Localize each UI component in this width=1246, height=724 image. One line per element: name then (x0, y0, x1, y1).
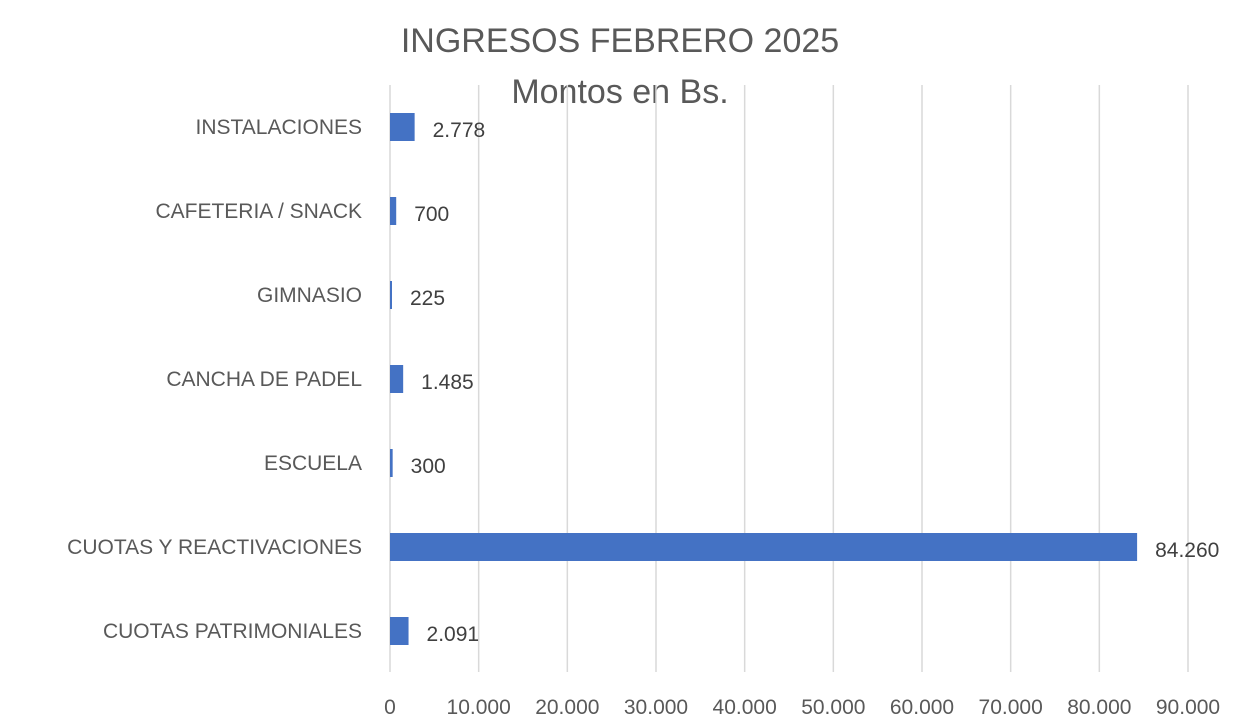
bar (390, 281, 392, 309)
bar (390, 113, 415, 141)
x-tick-label: 30.000 (624, 696, 688, 719)
data-label: 700 (414, 203, 449, 226)
data-label: 1.485 (421, 371, 474, 394)
category-label: CANCHA DE PADEL (166, 368, 362, 391)
data-labels: 2.778 700 225 1.485 300 84.260 2.091 (410, 119, 1219, 646)
bar (390, 365, 404, 393)
data-label: 2.091 (427, 623, 480, 646)
bar (390, 197, 397, 225)
x-tick-label: 0 (384, 696, 396, 719)
x-tick-label: 10.000 (447, 696, 511, 719)
category-label: INSTALACIONES (196, 116, 362, 139)
gridlines (389, 85, 1189, 672)
category-label: CUOTAS Y REACTIVACIONES (67, 536, 362, 559)
x-tick-label: 70.000 (979, 696, 1043, 719)
x-tick-label: 90.000 (1156, 696, 1220, 719)
category-label: ESCUELA (264, 452, 362, 475)
x-tick-label: 50.000 (801, 696, 865, 719)
category-labels: INSTALACIONES CAFETERIA / SNACK GIMNASIO CA… (67, 116, 362, 643)
x-tick-label: 20.000 (535, 696, 599, 719)
x-tick-label: 40.000 (713, 696, 777, 719)
chart-title: INGRESOS FEBRERO 2025 (400, 22, 840, 60)
category-label: CUOTAS PATRIMONIALES (103, 620, 362, 643)
x-tick-label: 60.000 (890, 696, 954, 719)
category-label: CAFETERIA / SNACK (155, 200, 362, 223)
x-axis-tick-labels: 0 10.000 20.000 30.000 40.000 50.000 60.000 70.… (384, 696, 1220, 719)
bars (390, 113, 1138, 645)
bar (390, 533, 1138, 561)
data-label: 225 (410, 287, 445, 310)
bar (390, 449, 393, 477)
bar (390, 617, 409, 645)
category-label: GIMNASIO (257, 284, 362, 307)
data-label: 84.260 (1155, 539, 1219, 562)
chart-subtitle: Montos en Bs. (511, 73, 729, 111)
x-tick-label: 80.000 (1067, 696, 1131, 719)
data-label: 300 (411, 455, 446, 478)
data-label: 2.778 (433, 119, 486, 142)
